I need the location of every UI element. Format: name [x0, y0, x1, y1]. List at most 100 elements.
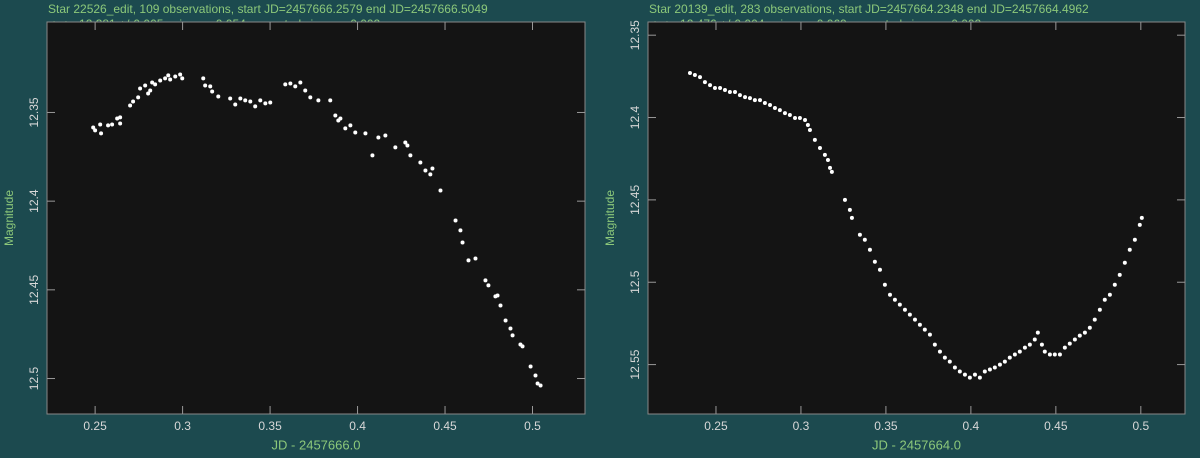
y-tick-label: 12.35 [27, 97, 41, 127]
data-point [168, 77, 173, 82]
data-point [148, 88, 153, 93]
data-point [143, 83, 148, 88]
data-point [403, 140, 408, 145]
data-point [892, 297, 897, 302]
data-point [535, 381, 540, 386]
chart-title: Star 20139_edit, 283 observations, start… [649, 2, 1089, 16]
data-point [1047, 352, 1052, 357]
data-point [829, 169, 834, 174]
data-point [862, 237, 867, 242]
data-point [430, 166, 435, 171]
data-point [792, 116, 797, 121]
data-point [712, 86, 717, 91]
data-point [987, 367, 992, 372]
data-point [992, 365, 997, 370]
x-tick-label: 0.35 [258, 419, 282, 433]
data-point [298, 80, 303, 85]
data-point [483, 278, 488, 283]
data-point [1112, 282, 1117, 287]
y-axis-label: Magnitude [2, 190, 16, 246]
data-point [180, 76, 185, 81]
y-axis-label: Magnitude [603, 190, 617, 246]
data-point [812, 137, 817, 142]
x-tick-label: 0.4 [963, 419, 980, 433]
data-point [438, 188, 443, 193]
data-point [1092, 317, 1097, 322]
data-point [458, 228, 463, 233]
data-point [166, 73, 171, 78]
data-point [857, 232, 862, 237]
data-point [733, 90, 738, 94]
data-point [288, 81, 293, 86]
data-point [1017, 349, 1022, 354]
data-point [98, 122, 103, 127]
data-point [173, 74, 178, 79]
data-point [99, 131, 104, 136]
x-tick-label: 0.35 [874, 419, 898, 433]
y-tick-label: 12.4 [27, 189, 41, 213]
data-point [972, 372, 977, 377]
data-point [338, 116, 343, 121]
data-point [997, 362, 1002, 367]
data-point [877, 267, 882, 272]
data-point [722, 88, 727, 93]
data-point [807, 128, 812, 133]
data-point [1102, 297, 1107, 302]
data-point [128, 103, 133, 108]
data-point [486, 283, 491, 288]
y-tick-label: 12.55 [628, 349, 642, 379]
data-point [418, 160, 423, 165]
data-point [508, 326, 513, 331]
data-point [201, 76, 206, 81]
x-tick-label: 0.25 [83, 419, 107, 433]
data-point [150, 80, 155, 85]
data-point [1082, 330, 1087, 335]
data-point [393, 145, 398, 150]
data-point [922, 327, 927, 332]
data-point [348, 123, 353, 128]
data-point [917, 322, 922, 327]
y-tick-label: 12.35 [628, 20, 642, 50]
data-point [203, 83, 208, 88]
data-point [1139, 215, 1144, 220]
data-point [737, 93, 742, 98]
x-tick-label: 0.5 [1132, 419, 1149, 433]
data-point [1072, 337, 1077, 342]
data-point [762, 101, 767, 106]
data-point [727, 90, 732, 94]
data-point [408, 153, 413, 158]
data-point [687, 71, 692, 76]
x-tick-label: 0.5 [524, 419, 541, 433]
data-point [1097, 307, 1102, 312]
data-point [263, 101, 268, 106]
data-point [1035, 330, 1040, 335]
data-point [932, 342, 937, 347]
x-tick-label: 0.3 [793, 419, 810, 433]
data-point [1127, 247, 1132, 252]
data-point [91, 125, 96, 130]
data-point [228, 96, 233, 101]
data-point [383, 133, 388, 138]
data-point [248, 99, 253, 104]
data-point [947, 359, 952, 364]
data-point [803, 118, 808, 122]
data-point [1057, 352, 1062, 357]
data-point [962, 372, 967, 377]
data-point [283, 82, 288, 87]
data-point [495, 293, 500, 298]
data-point [1032, 337, 1037, 342]
data-point [1077, 333, 1082, 338]
data-point [118, 121, 123, 126]
data-point [376, 135, 381, 140]
data-point [842, 197, 847, 202]
data-point [702, 80, 707, 85]
data-point [1117, 272, 1122, 277]
data-point [293, 84, 298, 89]
data-point [937, 349, 942, 354]
data-point [747, 96, 752, 101]
data-point [136, 95, 141, 100]
data-point [982, 369, 987, 374]
data-point [1012, 352, 1017, 357]
data-point [927, 332, 932, 337]
data-point [1027, 342, 1032, 347]
